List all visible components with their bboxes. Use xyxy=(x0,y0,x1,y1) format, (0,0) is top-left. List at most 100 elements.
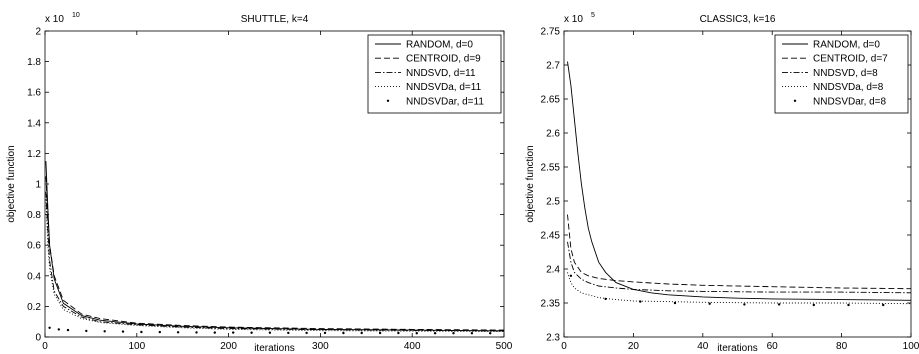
series-point xyxy=(57,328,60,331)
series-point xyxy=(195,331,198,334)
y-tick-label: 0.6 xyxy=(27,241,41,252)
series-line-3 xyxy=(45,191,504,332)
series-point xyxy=(452,332,455,335)
series-point xyxy=(673,301,677,305)
legend-label: RANDOM, d=0 xyxy=(813,40,880,51)
series-point xyxy=(569,274,573,277)
x-axis-label: iterations xyxy=(717,343,758,354)
legend-label: NNDSVDa, d=8 xyxy=(813,82,884,93)
series-point xyxy=(415,332,418,335)
y-tick-label: 2.7 xyxy=(546,61,560,72)
series-point xyxy=(433,332,437,335)
legend-label: CENTROID, d=7 xyxy=(813,54,888,65)
legend-label: NNDSVDar, d=8 xyxy=(813,96,887,107)
y-multiplier-label: x 10 xyxy=(564,14,583,25)
chart-title: SHUTTLE, k=4 xyxy=(241,14,309,25)
series-line-4 xyxy=(567,272,911,305)
series-line-1 xyxy=(567,61,911,301)
series-line-2 xyxy=(567,214,911,290)
legend: RANDOM, d=0 CENTROID, d=9 NNDSVD, d=11 NNDS… xyxy=(367,34,502,114)
y-tick-label: 2.45 xyxy=(541,231,561,242)
x-tick-label: 0 xyxy=(561,341,567,352)
series-point xyxy=(777,303,781,306)
plot-frame xyxy=(563,30,912,338)
series-point xyxy=(360,331,363,335)
series-point xyxy=(176,331,180,334)
x-tick-label: 100 xyxy=(128,341,145,352)
series-line-4 xyxy=(45,199,504,333)
series-point xyxy=(882,303,885,307)
y-tick-label: 2.3 xyxy=(546,333,560,344)
series-point xyxy=(639,300,642,303)
series-point xyxy=(287,331,290,335)
x-tick-label: 60 xyxy=(767,341,779,352)
y-tick-label: 1.6 xyxy=(27,88,41,99)
series-point xyxy=(604,297,607,301)
legend-label: CENTROID, d=9 xyxy=(406,54,481,65)
chart-panel-2: 0 20 40 60 80 100 2.3 2.35 2.4 2.45 2.5 2.55 2.6 2.65… xyxy=(525,12,919,354)
x-tick-label: 20 xyxy=(628,341,640,352)
y-tick-label: 1.2 xyxy=(27,149,41,160)
chart-panel-1: 0 100 200 300 400 500 0 0.2 0.4 0.6 0.8 1 1.2 1.4 1.6 1… xyxy=(6,12,513,354)
series-point xyxy=(323,331,327,335)
y-tick-label: 2.65 xyxy=(541,95,561,106)
y-tick-label: 1.8 xyxy=(27,57,41,68)
y-tick-label: 2.5 xyxy=(546,197,560,208)
y-tick-label: 0 xyxy=(35,333,41,344)
y-multiplier-exponent: 10 xyxy=(72,12,80,19)
x-tick-label: 100 xyxy=(903,341,919,352)
series-point xyxy=(708,302,711,305)
legend-label: NNDSVDa, d=11 xyxy=(406,82,482,93)
series-point xyxy=(121,330,125,333)
series-point xyxy=(812,303,815,307)
y-tick-label: 2.4 xyxy=(546,265,560,276)
series-point xyxy=(48,326,51,329)
series-point xyxy=(305,331,308,335)
series-point xyxy=(140,330,143,334)
series-point xyxy=(213,331,216,334)
legend-box xyxy=(367,34,502,114)
series-point xyxy=(743,303,746,306)
series-point xyxy=(489,332,492,335)
x-tick-label: 500 xyxy=(496,341,513,352)
legend-label: NNDSVD, d=8 xyxy=(813,68,878,79)
x-axis-label: iterations xyxy=(254,343,295,354)
y-tick-label: 1.4 xyxy=(27,118,41,129)
y-tick-label: 0.4 xyxy=(27,271,41,282)
x-tick-label: 40 xyxy=(697,341,709,352)
legend-label: RANDOM, d=0 xyxy=(406,40,473,51)
legend-marker xyxy=(386,99,390,103)
y-tick-label: 2 xyxy=(35,27,41,38)
y-tick-label: 2.6 xyxy=(546,129,560,140)
series-point xyxy=(158,330,161,334)
series-point xyxy=(85,329,88,333)
legend-box xyxy=(774,34,909,114)
y-tick-label: 2.55 xyxy=(541,163,561,174)
series-point xyxy=(847,303,850,307)
y-tick-label: 1 xyxy=(35,180,41,191)
legend: RANDOM, d=0 CENTROID, d=7 NNDSVD, d=8 NNDSV… xyxy=(774,34,909,114)
series-point xyxy=(378,331,382,335)
series-line-3 xyxy=(567,241,911,294)
series-line-2 xyxy=(45,176,504,331)
series-point xyxy=(232,331,235,334)
y-tick-label: 2.35 xyxy=(541,299,561,310)
series-point xyxy=(103,330,106,333)
x-tick-label: 200 xyxy=(220,341,237,352)
y-tick-label: 0.2 xyxy=(27,302,41,313)
x-tick-label: 400 xyxy=(404,341,421,352)
y-axis-label: objective function xyxy=(525,145,536,222)
legend-marker xyxy=(793,99,797,103)
x-tick-label: 300 xyxy=(312,341,329,352)
series-point xyxy=(268,331,272,334)
series-point xyxy=(470,332,474,335)
y-tick-label: 0.8 xyxy=(27,210,41,221)
y-multiplier-label: x 10 xyxy=(45,14,64,25)
legend-label: NNDSVD, d=11 xyxy=(406,68,476,79)
series-point xyxy=(342,331,345,335)
y-multiplier-exponent: 5 xyxy=(591,12,595,19)
x-tick-label: 0 xyxy=(42,341,48,352)
legend-label: NNDSVDar, d=11 xyxy=(406,96,484,107)
y-axis-label: objective function xyxy=(6,145,17,222)
